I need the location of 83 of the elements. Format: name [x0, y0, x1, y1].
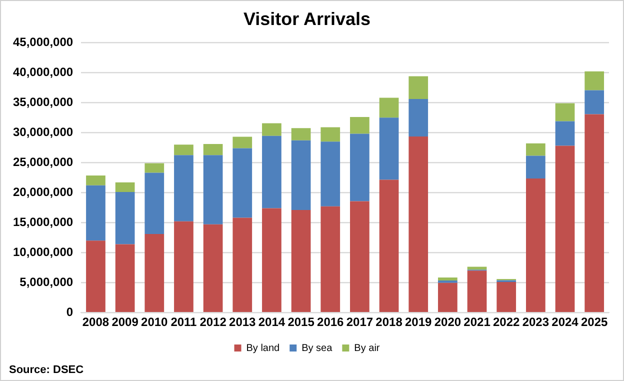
x-tick-label: 2013	[229, 315, 256, 330]
x-tick-label: 2022	[492, 315, 520, 330]
bar	[115, 192, 135, 244]
bar	[203, 155, 223, 224]
bar	[526, 156, 546, 178]
bar	[203, 144, 223, 156]
x-tick-label: 2023	[522, 315, 550, 330]
bar	[144, 163, 164, 173]
bar	[467, 270, 487, 312]
x-tick-label: 2018	[376, 315, 403, 330]
x-tick-label: 2012	[200, 315, 227, 330]
bar	[203, 224, 223, 312]
bar	[379, 118, 399, 180]
bar	[174, 144, 194, 156]
x-tick-label: 2009	[112, 315, 139, 330]
legend-label: By land	[246, 342, 280, 354]
source-note: Source: DSEC	[9, 364, 84, 376]
bar	[584, 71, 604, 90]
y-tick-label: 15,000,000	[12, 214, 74, 229]
bar	[86, 240, 106, 312]
x-tick-label: 2025	[580, 315, 608, 330]
bar	[350, 117, 370, 134]
bar	[86, 185, 106, 241]
y-tick-label: 40,000,000	[12, 64, 74, 79]
bar	[320, 206, 340, 312]
x-tick-label: 2019	[405, 315, 432, 330]
bar	[350, 134, 370, 202]
bar	[496, 282, 516, 312]
bar	[86, 176, 106, 186]
x-tick-label: 2024	[552, 315, 579, 330]
x-tick-label: 2008	[82, 315, 110, 330]
y-tick-label: 0	[66, 304, 74, 319]
bar	[115, 182, 135, 192]
bar	[555, 146, 575, 312]
bar	[144, 234, 164, 312]
bar	[232, 218, 252, 312]
bar	[232, 136, 252, 148]
bar	[467, 266, 487, 270]
bar	[408, 76, 428, 99]
bar	[262, 123, 282, 136]
bar	[408, 99, 428, 136]
bar	[291, 210, 311, 312]
x-tick-label: 2011	[170, 315, 198, 330]
bar	[115, 244, 135, 312]
x-tick-label: 2014	[258, 315, 286, 330]
bar	[262, 136, 282, 208]
x-tick-label: 2020	[434, 315, 462, 330]
y-tick-label: 35,000,000	[12, 94, 74, 109]
bar	[555, 103, 575, 122]
bar	[379, 180, 399, 312]
bar	[291, 128, 311, 140]
bar	[291, 140, 311, 210]
bar	[584, 114, 604, 312]
x-tick-label: 2015	[288, 315, 315, 330]
bar	[526, 143, 546, 156]
bar	[320, 142, 340, 206]
x-tick-label: 2017	[346, 315, 374, 330]
x-tick-label: 2010	[141, 315, 168, 330]
legend-label: By sea	[302, 342, 333, 354]
bar	[526, 178, 546, 312]
y-tick-label: 10,000,000	[12, 244, 74, 259]
bar	[232, 148, 252, 218]
chart-title: Visitor Arrivals	[243, 8, 371, 29]
bar	[555, 121, 575, 146]
bar	[584, 90, 604, 114]
bar	[438, 278, 458, 280]
legend-label: By air	[354, 342, 380, 354]
bar	[262, 208, 282, 312]
bar	[174, 155, 194, 222]
y-tick-label: 5,000,000	[20, 274, 74, 289]
bar	[379, 98, 399, 118]
bar	[438, 282, 458, 312]
y-tick-label: 45,000,000	[12, 34, 74, 49]
y-tick-label: 20,000,000	[12, 184, 74, 199]
x-tick-label: 2021	[464, 315, 491, 330]
bar	[408, 136, 428, 312]
bar	[320, 127, 340, 142]
y-tick-label: 25,000,000	[12, 154, 74, 169]
x-tick-label: 2016	[317, 315, 344, 330]
bar	[350, 201, 370, 312]
y-tick-label: 30,000,000	[12, 124, 74, 139]
bar	[174, 221, 194, 312]
bar	[144, 172, 164, 234]
